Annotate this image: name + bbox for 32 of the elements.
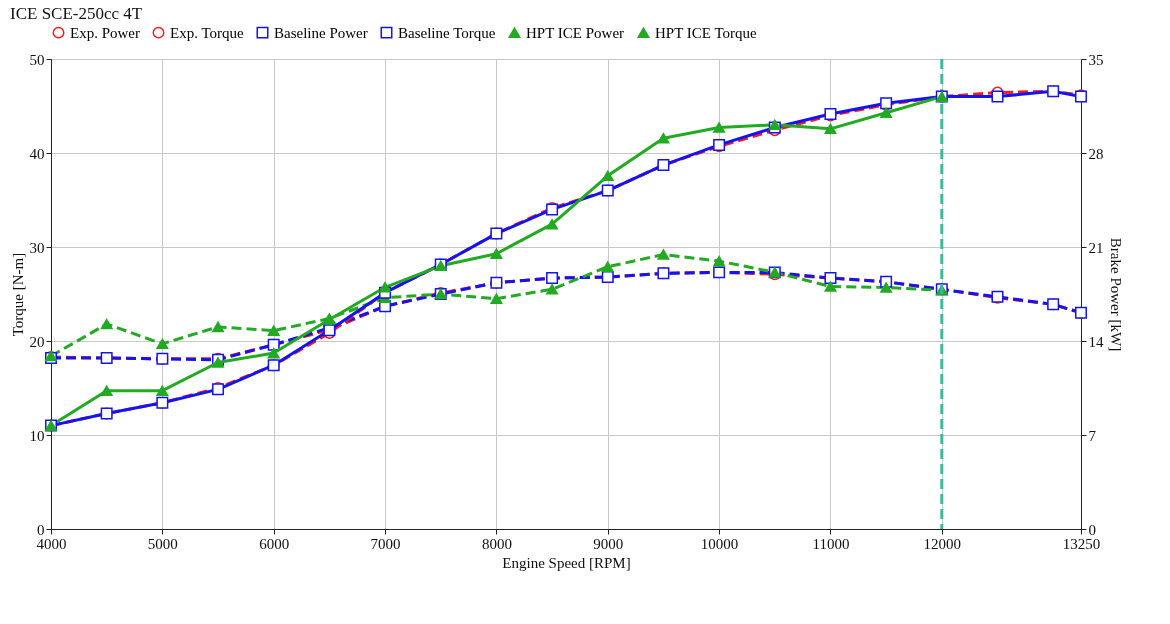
y2-tick-label: 0: [1088, 521, 1096, 538]
y2-tick-label: 21: [1088, 239, 1104, 256]
legend-label: HPT ICE Torque: [655, 24, 758, 41]
x-tick-label: 9000: [593, 535, 624, 552]
legend-label: HPT ICE Power: [526, 24, 625, 41]
legend-label: Baseline Torque: [398, 24, 496, 41]
x-tick-label: 6000: [259, 535, 290, 552]
x-axis-title: Engine Speed [RPM]: [502, 554, 631, 571]
x-tick-label: 5000: [147, 535, 178, 552]
x-tick-label: 7000: [370, 535, 401, 552]
y-tick-label: 50: [29, 51, 45, 68]
y2-axis-title: Brake Power [kW]: [1107, 237, 1124, 352]
x-tick-label: 13250: [1062, 535, 1101, 552]
x-tick-label: 12000: [923, 535, 962, 552]
y2-tick-label: 35: [1088, 51, 1104, 68]
legend-label: Baseline Power: [274, 24, 368, 41]
y2-tick-label: 7: [1088, 427, 1097, 444]
legend-label: Exp. Torque: [170, 24, 244, 41]
x-tick-label: 10000: [700, 535, 739, 552]
x-tick-label: 11000: [812, 535, 850, 552]
x-tick-label: 8000: [481, 535, 512, 552]
x-tick-label: 4000: [36, 535, 67, 552]
legend-label: Exp. Power: [70, 24, 140, 41]
y-tick-label: 40: [29, 145, 45, 162]
y-tick-label: 0: [37, 521, 45, 538]
y-tick-label: 20: [29, 333, 45, 350]
y2-tick-label: 28: [1088, 145, 1104, 162]
y-tick-label: 30: [29, 239, 45, 256]
chart-title: ICE SCE-250cc 4T: [10, 4, 143, 23]
y-tick-label: 10: [29, 427, 45, 444]
y2-tick-label: 14: [1088, 333, 1104, 350]
y-axis-title: Torque [N-m]: [9, 252, 26, 337]
